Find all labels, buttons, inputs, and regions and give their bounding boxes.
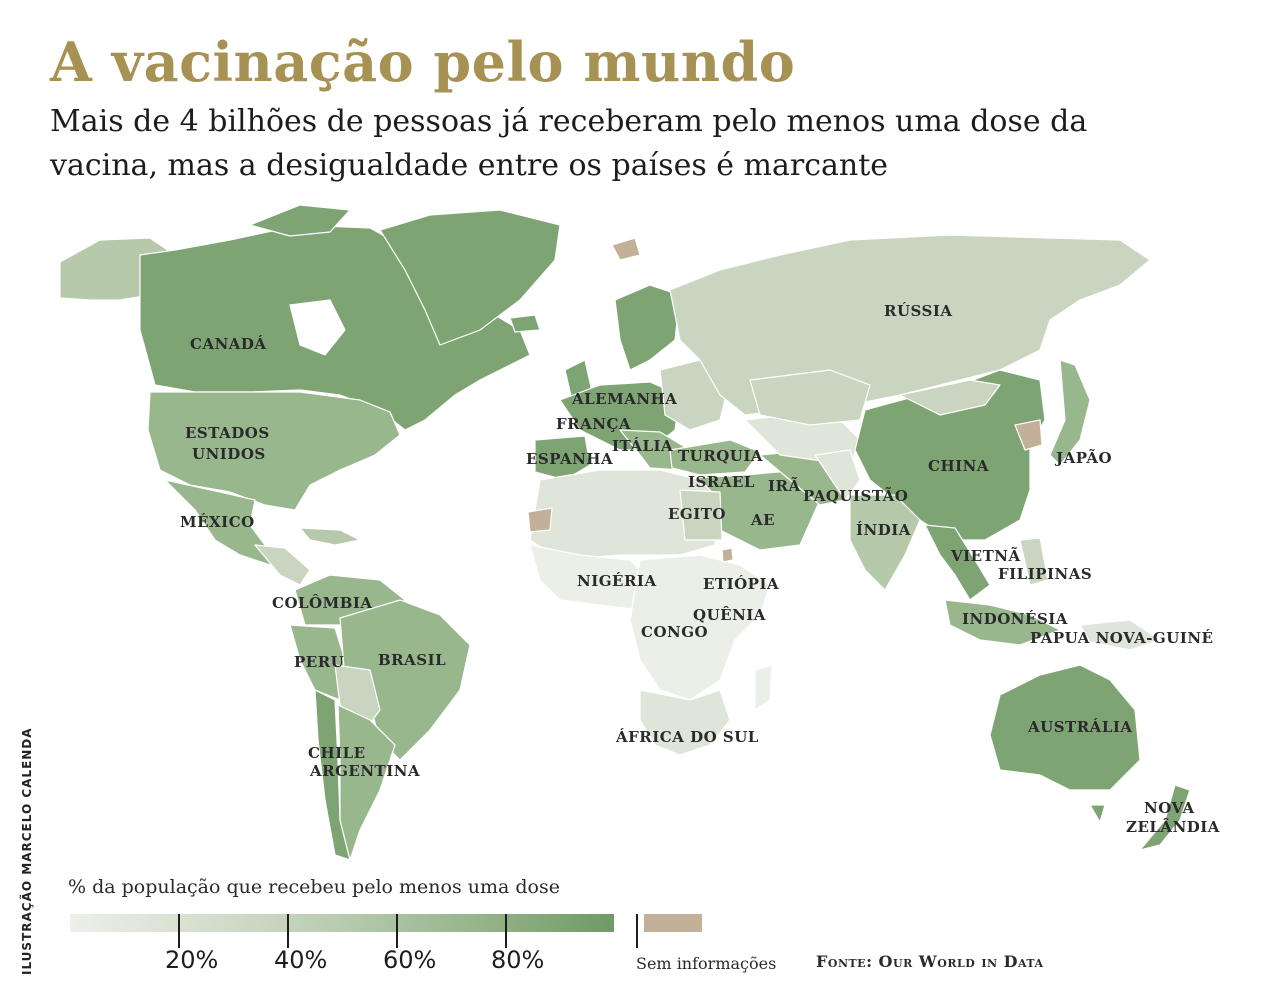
legend-tick-label-40: 40%	[274, 946, 328, 974]
label-peru: PERU	[294, 653, 344, 671]
label-nz-line1: NOVA	[1144, 799, 1195, 817]
label-israel: ISRAEL	[688, 473, 755, 491]
label-nigeria: NIGÉRIA	[577, 572, 657, 590]
region-arctic-islands	[249, 204, 351, 237]
region-caribbean	[299, 527, 361, 546]
region-bolivia	[334, 664, 381, 731]
page-title: A vacinação pelo mundo	[50, 30, 796, 94]
label-argentina: ARGENTINA	[309, 762, 420, 780]
label-espanha: ESPANHA	[526, 450, 613, 468]
region-philippines	[1019, 537, 1049, 586]
label-japao: JAPÃO	[1054, 448, 1112, 467]
legend-color-scale	[70, 914, 614, 932]
label-chile: CHILE	[308, 744, 366, 762]
region-japan	[1049, 359, 1091, 466]
legend-tick-80	[505, 914, 507, 948]
label-paquistao: PAQUISTÃO	[803, 486, 908, 505]
label-russia: RÚSSIA	[884, 302, 953, 320]
legend-title: % da população que recebeu pelo menos um…	[68, 876, 560, 898]
label-usa-line1: ESTADOS	[185, 424, 270, 442]
region-southern-africa	[639, 689, 731, 756]
legend-tick-label-60: 60%	[383, 946, 437, 974]
region-iberia	[534, 435, 591, 481]
region-australia	[989, 664, 1141, 791]
region-southeast-asia	[924, 524, 991, 601]
region-svalbard	[611, 237, 641, 261]
legend-tick-60	[396, 914, 398, 948]
region-mongolia	[899, 379, 1001, 416]
label-egito: EGITO	[668, 505, 726, 523]
label-indonesia: INDONÉSIA	[962, 610, 1068, 628]
region-egypt	[679, 489, 723, 541]
label-colombia: COLÔMBIA	[272, 594, 373, 612]
label-alemanha: ALEMANHA	[571, 390, 677, 408]
label-china: CHINA	[928, 457, 989, 475]
region-iceland	[509, 314, 541, 333]
region-russia	[669, 234, 1151, 416]
label-congo: CONGO	[641, 623, 708, 641]
region-papua	[1079, 619, 1161, 651]
label-turquia: TURQUIA	[678, 447, 763, 465]
region-scandinavia	[614, 284, 681, 371]
region-western-sahara	[527, 507, 553, 533]
region-north-korea	[1014, 419, 1043, 451]
label-brasil: BRASIL	[378, 651, 446, 669]
region-greenland	[379, 209, 561, 346]
region-madagascar	[754, 664, 773, 711]
label-etiopia: ETIÓPIA	[703, 575, 779, 593]
region-central-america	[254, 544, 311, 586]
region-afghanistan	[814, 449, 861, 501]
region-usa	[147, 391, 401, 511]
source-credit: Fonte: Our World in Data	[816, 952, 1044, 971]
label-ae: AE	[750, 511, 775, 529]
page-subtitle: Mais de 4 bilhões de pessoas já recebera…	[50, 104, 1088, 183]
label-usa-line2: UNIDOS	[192, 445, 266, 463]
region-eritrea	[721, 547, 734, 563]
region-kazakhstan	[749, 369, 871, 426]
region-india	[849, 494, 921, 591]
legend-tick-20	[178, 914, 180, 948]
label-italia: ITÁLIA	[612, 437, 673, 455]
region-china	[854, 369, 1046, 541]
legend-nodata-swatch	[644, 914, 702, 932]
label-nz-line2: ZELÂNDIA	[1126, 818, 1220, 836]
label-franca: FRANÇA	[556, 415, 631, 433]
label-ira: IRÃ	[768, 476, 801, 495]
label-africa-do-sul: ÁFRICA DO SUL	[615, 728, 759, 746]
region-central-africa	[629, 554, 771, 701]
label-india: ÍNDIA	[856, 521, 911, 539]
legend-tick-label-80: 80%	[491, 946, 545, 974]
label-papua: PAPUA NOVA-GUINÉ	[1030, 629, 1214, 647]
label-vietna: VIETNÃ	[950, 546, 1021, 565]
label-quenia: QUÊNIA	[693, 606, 766, 624]
label-canada: CANADÁ	[190, 335, 267, 353]
hudson-bay	[289, 299, 346, 356]
label-filipinas: FILIPINAS	[998, 565, 1092, 583]
region-indonesia	[944, 599, 1061, 646]
legend-nodata-label: Sem informações	[636, 954, 777, 973]
region-new-zealand	[1139, 784, 1191, 851]
legend-tick-label-20: 20%	[165, 946, 219, 974]
region-tasmania	[1089, 804, 1106, 823]
label-australia: AUSTRÁLIA	[1027, 718, 1133, 736]
legend-nodata-tick	[636, 914, 638, 948]
label-mexico: MÉXICO	[180, 513, 255, 531]
region-argentina	[337, 704, 396, 861]
region-turkey	[669, 439, 761, 476]
legend-tick-40	[287, 914, 289, 948]
